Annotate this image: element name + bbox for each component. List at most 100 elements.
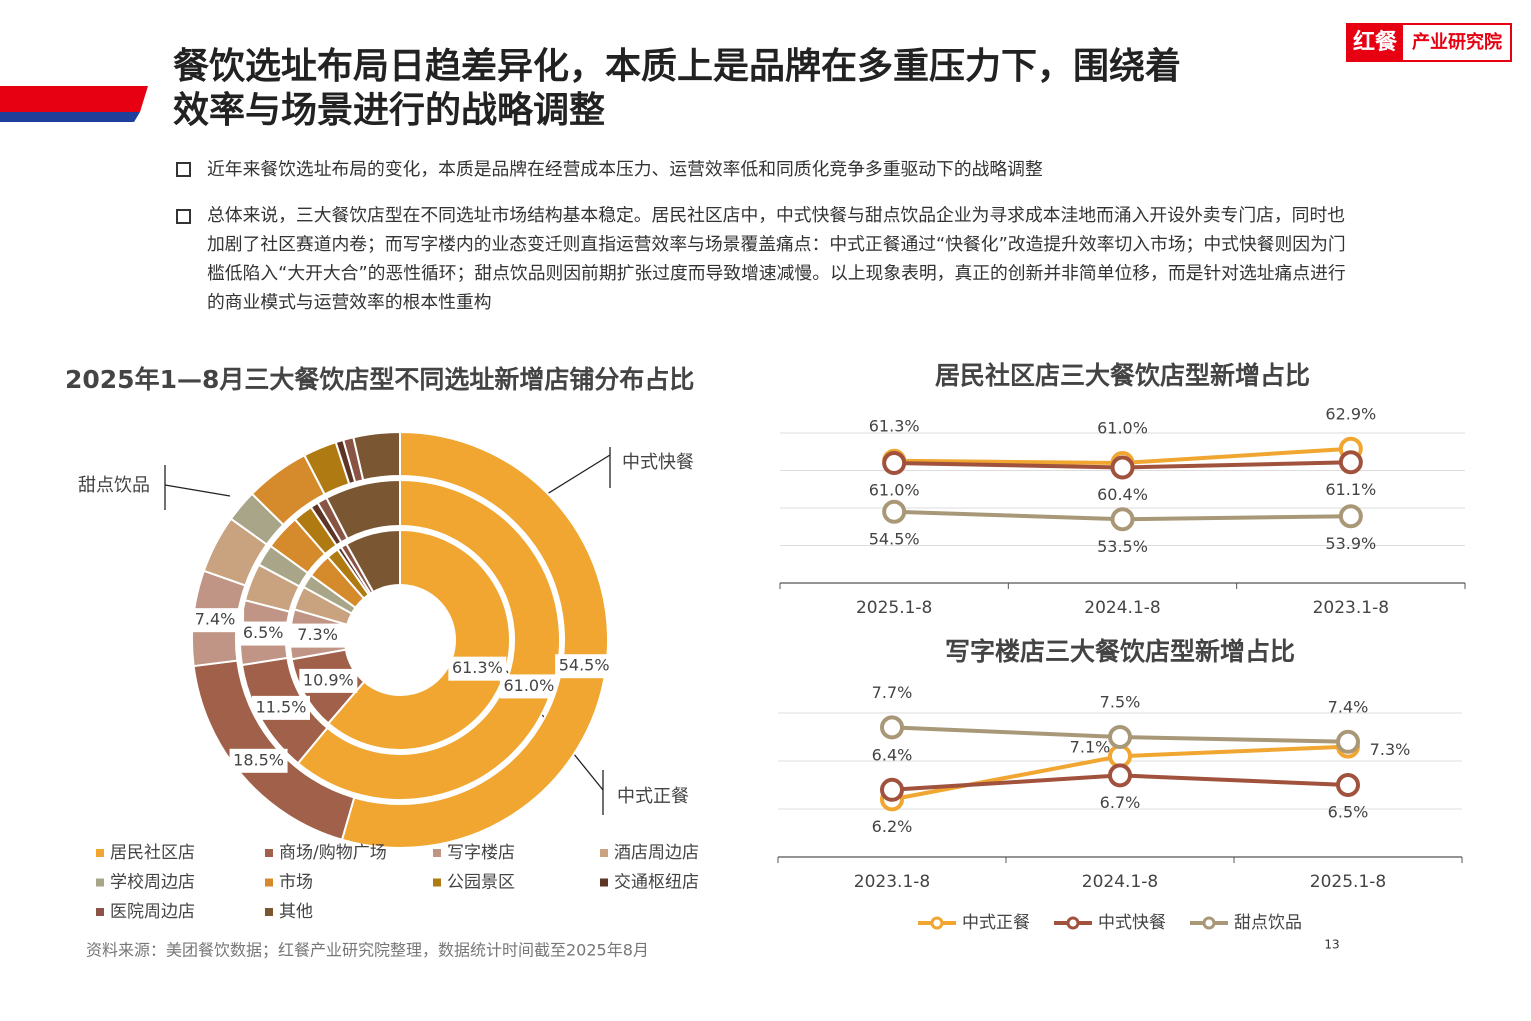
title-line: 餐饮选址布局日趋差异化，本质上是品牌在多重压力下，围绕着 [173,46,1181,87]
donut-segment [296,478,561,801]
legend-swatch [600,849,608,857]
series-point [882,499,907,524]
value-label: 62.9% [1325,404,1376,423]
legend-marker [1202,916,1216,930]
legend-label: 公园景区 [447,873,515,893]
x-tick-label: 2023.1-8 [854,872,930,892]
value-label: 7.3% [297,625,338,644]
chart-title: 居民社区店三大餐饮店型新增占比 [935,361,1310,390]
value-label: 53.9% [1325,534,1376,553]
legend-label: 居民社区店 [110,843,195,863]
value-label-bg [555,654,614,679]
value-label: 7.5% [1100,693,1141,712]
source: 资料来源：美团餐饮数据；红餐产业研究院整理，数据统计时间截至2025年8月 [86,941,649,960]
value-label: 7.7% [872,683,913,702]
donut-segment [326,528,511,751]
x-tick-label: 2024.1-8 [1084,598,1160,618]
legend-swatch [265,878,273,887]
legend-swatch [265,849,273,857]
series-point [1108,744,1132,769]
ring-label: 中式正餐 [617,786,689,807]
donut-segment [345,528,401,594]
logo-org: 产业研究院 [1412,31,1502,53]
value-label-bg [288,623,347,648]
chart-title: 写字楼店三大餐饮店型新增占比 [945,637,1295,666]
title-line: 效率与场景进行的战略调整 [173,90,605,131]
series-point [1108,763,1132,788]
value-label: 53.5% [1097,537,1148,556]
legend-label: 甜点饮品 [1234,913,1302,933]
bullet-box [176,209,191,224]
donut-segment [340,430,609,849]
series-point [1110,455,1135,480]
legend-swatch [96,908,104,916]
donut-title: 2025年1—8月三大餐饮店型不同选址新增店铺分布占比 [65,365,694,394]
bullet-text: 总体来说，三大餐饮店型在不同选址市场结构基本稳定。居民社区店中，中式快餐与甜点饮… [207,205,1346,313]
legend-label: 市场 [279,873,313,893]
donut-segment [325,478,401,541]
series-point [1336,729,1360,754]
legend-label: 商场/购物广场 [279,843,387,863]
value-label: 10.9% [303,670,354,689]
series-point [880,715,904,740]
header-bar [0,86,148,112]
legend-label: 酒店周边店 [614,843,699,863]
value-label: 61.0% [869,481,920,500]
value-label: 18.5% [233,750,284,769]
legend-marker [930,916,944,930]
x-tick-label: 2025.1-8 [1310,872,1386,892]
header-bar-stripe [0,112,140,122]
callout-line [164,484,231,497]
bullet-text: 近年来餐饮选址布局的变化，本质是品牌在经营成本压力、运营效率低和同质化竞争多重驱… [207,159,1043,180]
legend-swatch [433,878,441,887]
series-point [1336,773,1360,797]
value-label-bg [299,668,358,693]
series-point [882,451,907,475]
value-label: 61.0% [1097,419,1148,438]
legend-label: 中式正餐 [962,913,1030,933]
legend-swatch [96,878,104,887]
value-label: 6.4% [872,745,913,764]
value-label: 7.3% [1370,740,1411,759]
value-label-bg [499,674,558,699]
value-label: 54.5% [869,529,920,548]
donut-segment [352,430,401,482]
legend-label: 交通枢纽店 [614,873,699,893]
value-label: 6.5% [1328,803,1369,822]
value-label-bg [229,748,288,773]
page-number: 13 [1324,938,1339,952]
legend-swatch [433,849,441,857]
value-label: 7.1% [1070,738,1111,757]
value-label: 7.4% [1328,697,1369,716]
logo-fill [1347,24,1403,61]
value-label: 6.7% [1100,793,1141,812]
legend-swatch [265,908,273,916]
legend-swatch [600,878,608,887]
ring-label: 甜点饮品 [78,475,150,496]
value-label: 6.5% [243,623,284,642]
legend-label: 其他 [279,902,313,922]
value-label: 61.3% [869,416,920,435]
series-point [880,777,904,802]
x-tick-label: 2024.1-8 [1082,872,1158,892]
legend-swatch [96,849,104,857]
value-label: 61.0% [503,676,554,695]
value-label: 7.4% [195,610,236,629]
value-label-bg [251,695,310,720]
series-point [1108,725,1132,749]
series-point [1338,450,1363,475]
value-label: 54.5% [559,656,610,675]
value-label: 11.5% [256,697,307,716]
series-point [1338,504,1363,529]
value-label: 60.4% [1097,485,1148,504]
ring-label: 中式快餐 [622,452,694,473]
logo-brand: 红餐 [1353,29,1398,55]
legend-label: 写字楼店 [447,843,515,863]
legend-label: 学校周边店 [110,873,195,893]
value-label: 61.3% [452,658,503,677]
legend-marker [1066,916,1080,930]
value-label: 6.2% [872,817,913,836]
value-label: 61.1% [1325,480,1376,499]
